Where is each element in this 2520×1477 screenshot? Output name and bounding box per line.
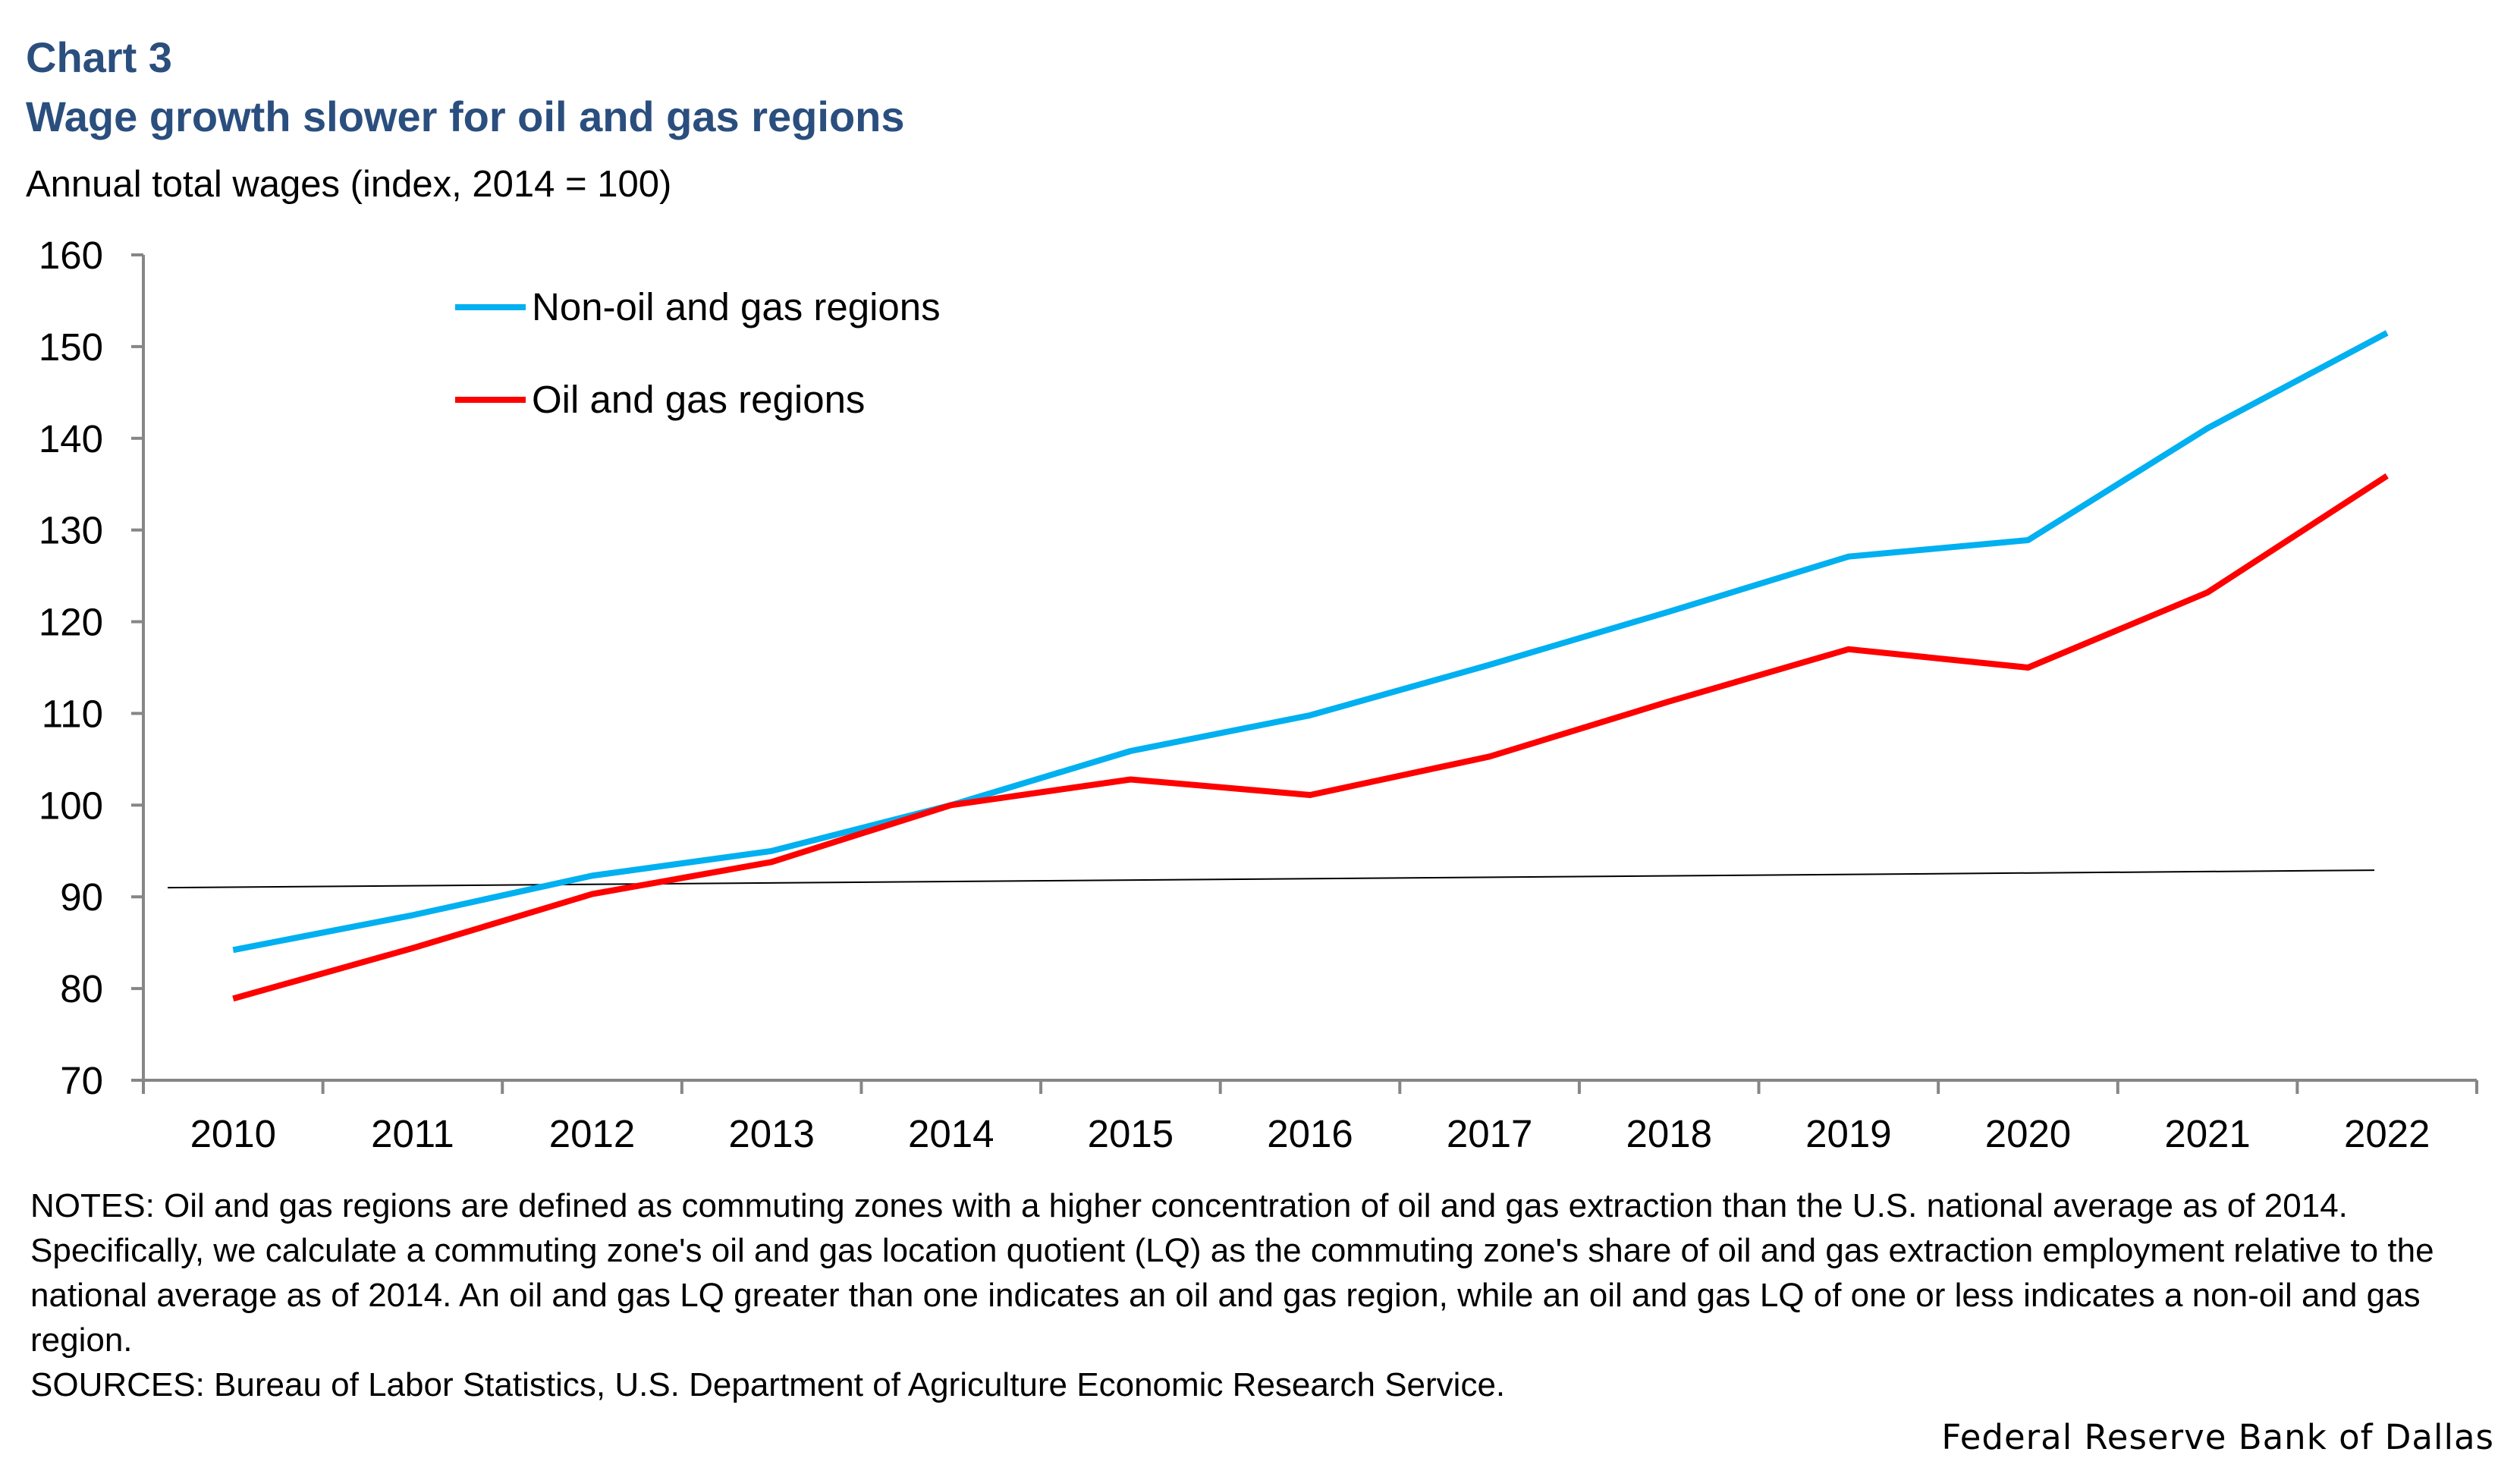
x-tick-label: 2014 [908, 1112, 994, 1153]
trendline [167, 869, 2375, 889]
x-tick-label: 2019 [1805, 1112, 1891, 1153]
series-line [232, 330, 2389, 954]
x-tick-label: 2016 [1267, 1112, 1353, 1153]
chart-label: Chart 3 [26, 33, 172, 81]
legend-label: Non-oil and gas regions [532, 285, 941, 328]
trendline-group [167, 869, 2375, 889]
y-tick-label: 110 [42, 692, 103, 735]
x-tick-label: 2020 [1985, 1112, 2071, 1153]
sources-text: SOURCES: Bureau of Labor Statistics, U.S… [30, 1366, 1506, 1403]
y-tick-label: 120 [39, 601, 103, 644]
x-tick-label: 2015 [1088, 1112, 1174, 1153]
x-tick-label: 2010 [190, 1112, 276, 1153]
y-tick-label: 100 [39, 784, 103, 827]
notes-section: NOTES: Oil and gas regions are defined a… [30, 1183, 2473, 1407]
series-group [232, 330, 2389, 1002]
y-tick-label: 80 [60, 967, 103, 1010]
legend-label: Oil and gas regions [532, 378, 865, 421]
x-tick-label: 2013 [728, 1112, 814, 1153]
y-tick-label: 160 [39, 234, 103, 277]
series-line [232, 473, 2389, 1002]
x-tick-label: 2021 [2164, 1112, 2250, 1153]
x-tick-label: 2012 [549, 1112, 635, 1153]
y-tick-label: 90 [60, 875, 103, 919]
chart-title: Wage growth slower for oil and gas regio… [26, 93, 905, 140]
notes-text: NOTES: Oil and gas regions are defined a… [30, 1187, 2434, 1359]
x-tick-label: 2017 [1447, 1112, 1532, 1153]
y-tick-label: 130 [39, 509, 103, 552]
line-chart: 70 80 90 100 110 120 130 140 150 160 2010 2011 2012… [39, 234, 2478, 1153]
y-axis-ticks: 70 80 90 100 110 120 130 140 150 160 [39, 234, 143, 1102]
x-tick-label: 2018 [1626, 1112, 1711, 1153]
y-tick-label: 70 [60, 1059, 103, 1102]
y-tick-label: 140 [39, 417, 103, 460]
legend: Non-oil and gas regions Oil and gas regio… [455, 285, 941, 421]
x-axis-ticks: 2010 2011 2012 2013 2014 2015 2016 2017 2018 2019… [142, 1080, 2478, 1153]
y-tick-label: 150 [39, 325, 103, 369]
y-axis-label: Annual total wages (index, 2014 = 100) [26, 164, 672, 205]
credit-text: Federal Reserve Bank of Dallas [1941, 1417, 2494, 1457]
x-tick-label: 2011 [371, 1112, 454, 1153]
x-tick-label: 2022 [2344, 1112, 2430, 1153]
axes [142, 255, 2477, 1082]
